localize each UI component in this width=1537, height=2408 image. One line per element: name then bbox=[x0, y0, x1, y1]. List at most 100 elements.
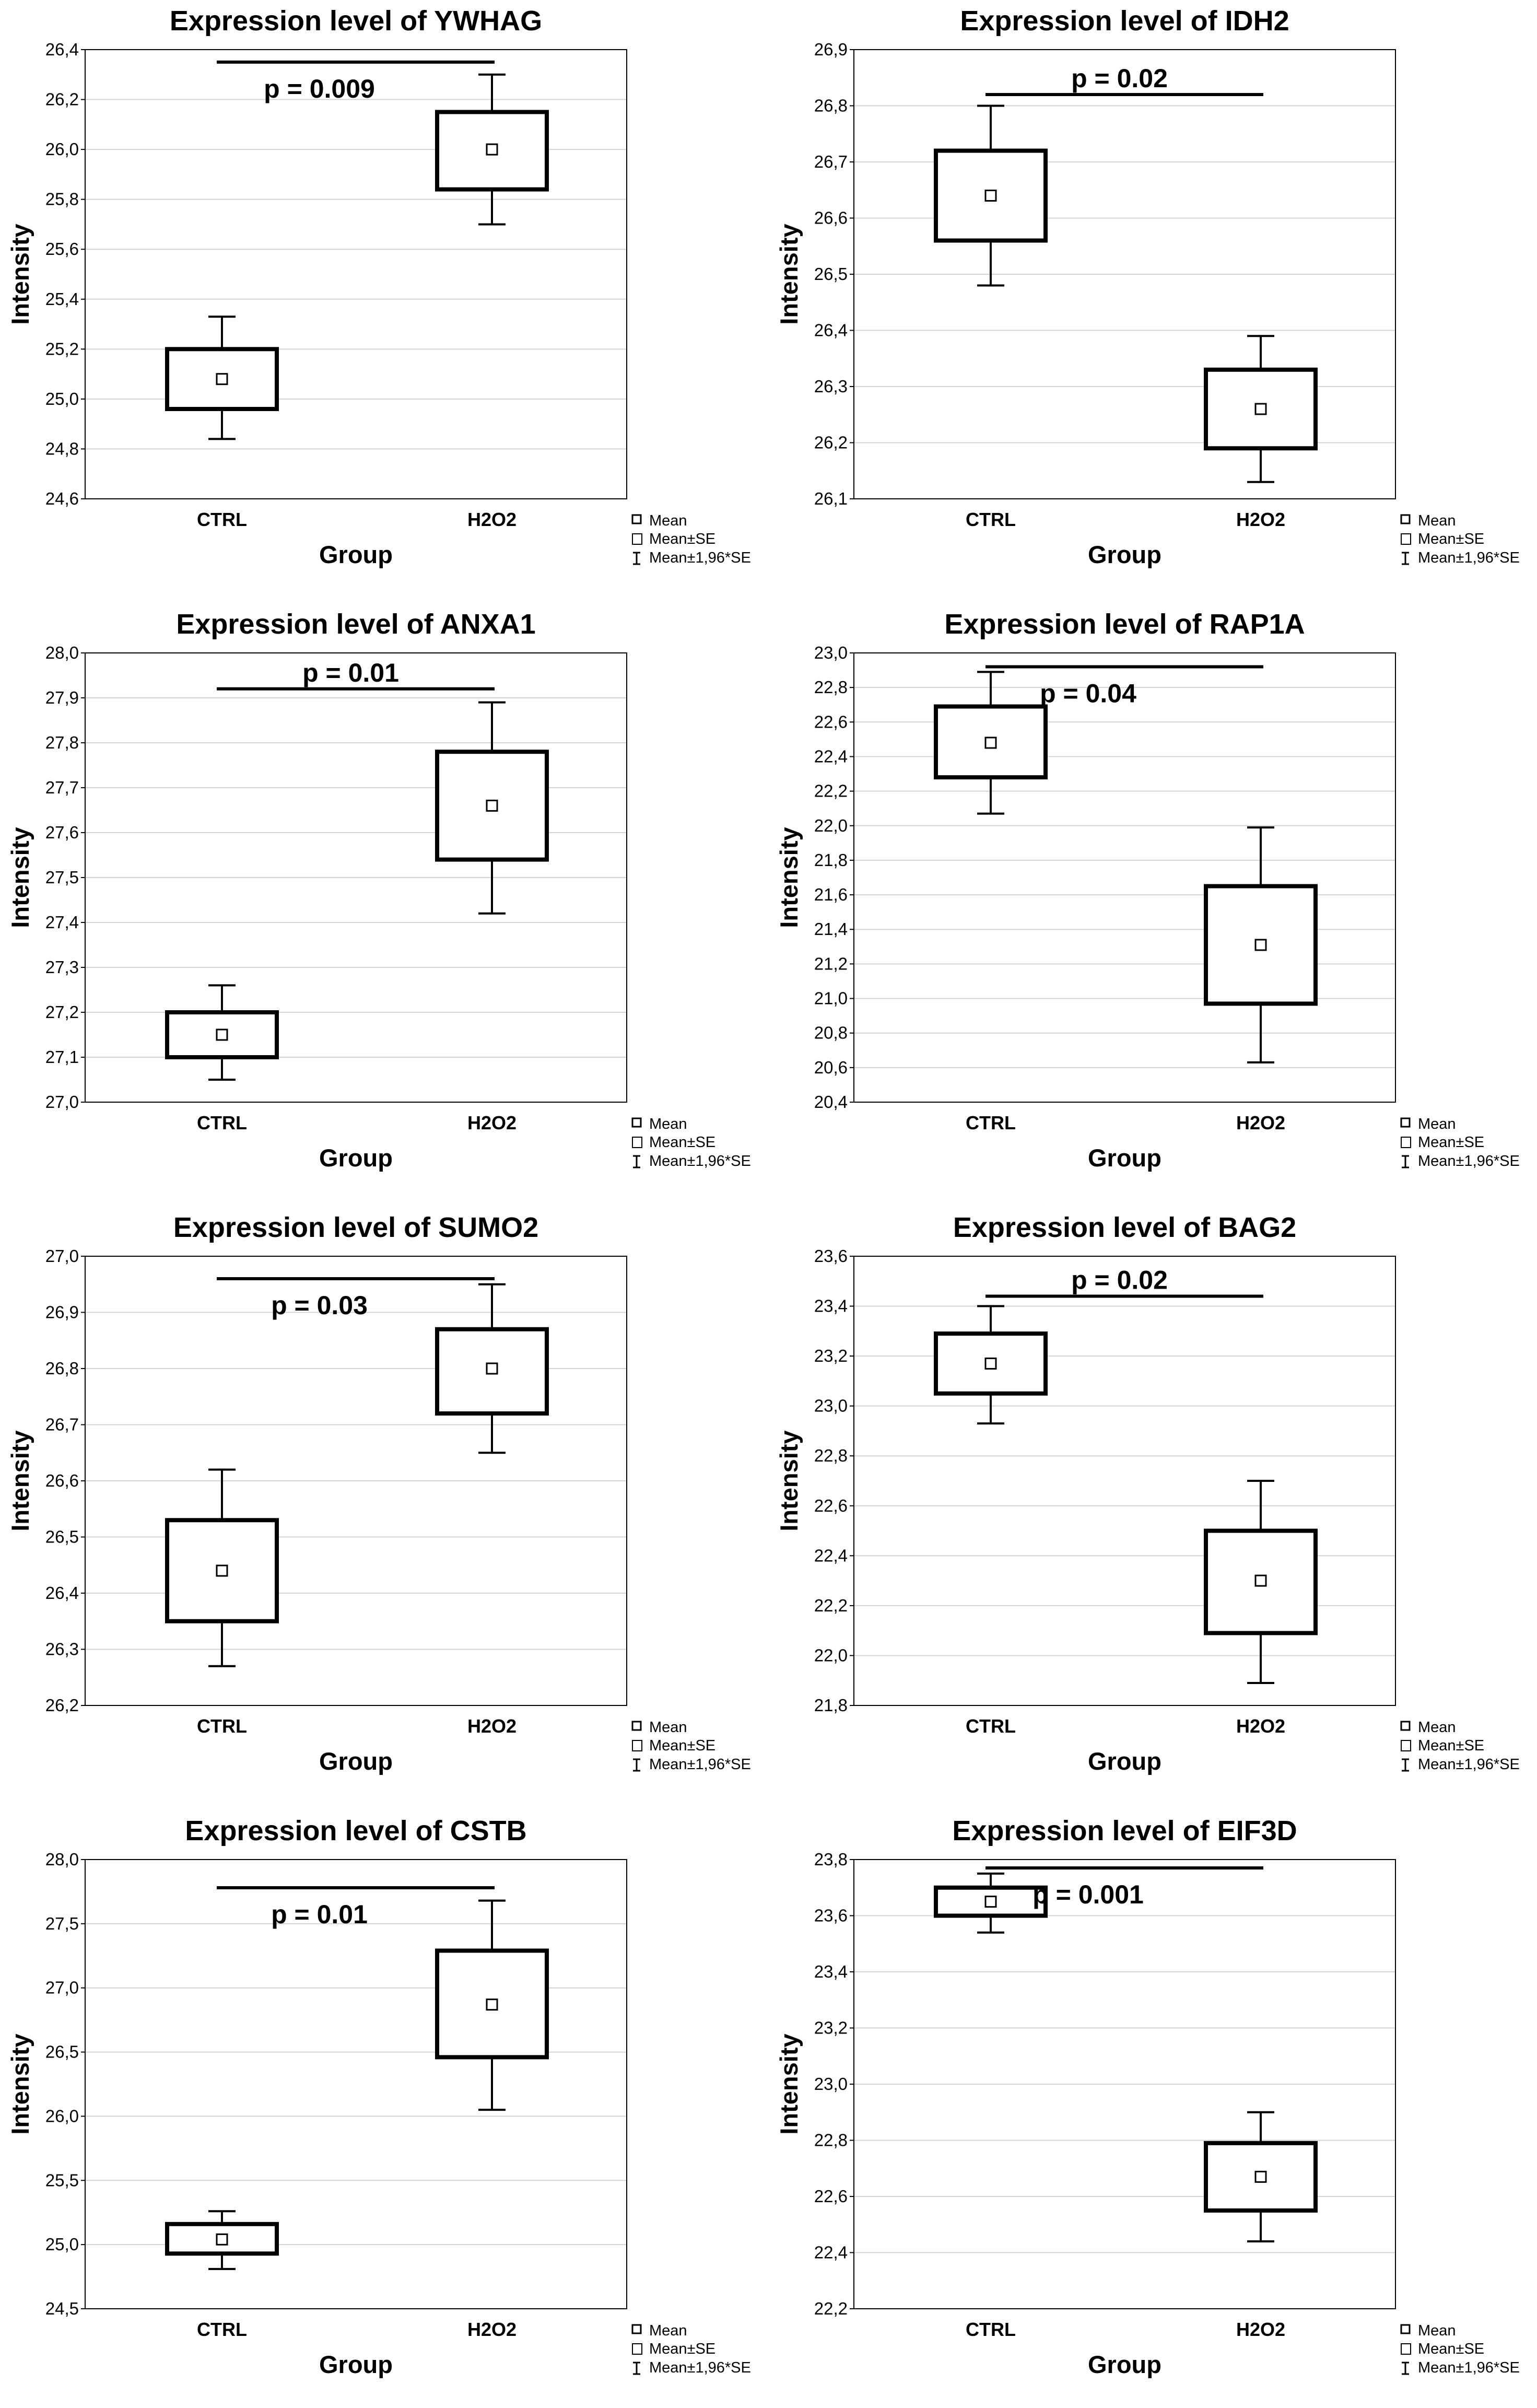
y-tick-label: 23,8 bbox=[814, 1850, 848, 1869]
y-tick-label: 27,0 bbox=[45, 1246, 79, 1266]
chart-title: Expression level of ANXA1 bbox=[176, 609, 535, 640]
y-tick-label: 21,8 bbox=[814, 850, 848, 870]
y-tick-label: 22,2 bbox=[814, 2299, 848, 2318]
x-axis-label: Group bbox=[1088, 2351, 1161, 2378]
mean-marker bbox=[984, 1896, 997, 1908]
chart-title: Expression level of CSTB bbox=[185, 1815, 526, 1846]
se-box bbox=[1204, 884, 1318, 1006]
legend-mean-label: Mean bbox=[1418, 2322, 1456, 2339]
legend-ci-label: Mean±1,96*SE bbox=[649, 2359, 751, 2376]
y-tick-label: 23,0 bbox=[814, 2074, 848, 2094]
y-tick-label: 23,2 bbox=[814, 1346, 848, 1365]
y-tick-label: 26,4 bbox=[45, 1583, 79, 1603]
y-tick-label: 21,6 bbox=[814, 885, 848, 904]
chart-title: Expression level of BAG2 bbox=[953, 1212, 1296, 1243]
y-tick-label: 20,4 bbox=[814, 1092, 848, 1112]
y-axis-label: Intensity bbox=[6, 224, 34, 324]
legend-se-marker bbox=[632, 1137, 642, 1148]
y-axis-label: Intensity bbox=[6, 1430, 34, 1531]
chart-svg: Expression level of BAG2 21,8 22,0 22,2 22,4… bbox=[775, 1212, 1520, 1775]
x-tick-label: CTRL bbox=[966, 2319, 1016, 2340]
p-value-label: p = 0.009 bbox=[264, 74, 375, 103]
legend-se-marker bbox=[632, 1740, 642, 1751]
y-tick-label: 21,0 bbox=[814, 989, 848, 1008]
p-value-label: p = 0.001 bbox=[1033, 1880, 1144, 1909]
plot-frame bbox=[85, 49, 627, 499]
y-tick-label: 22,8 bbox=[814, 677, 848, 697]
se-box bbox=[165, 2222, 279, 2256]
mean-marker bbox=[486, 1362, 498, 1375]
mean-marker bbox=[1254, 2170, 1267, 2183]
legend-se-label: Mean±SE bbox=[1418, 1737, 1484, 1754]
chart-title: Expression level of RAP1A bbox=[944, 609, 1305, 640]
y-tick-label: 26,8 bbox=[45, 1359, 79, 1378]
legend-se-marker bbox=[1401, 1740, 1411, 1751]
y-tick-label: 22,2 bbox=[814, 1596, 848, 1615]
x-axis-label: Group bbox=[319, 1747, 393, 1775]
y-tick-label: 23,4 bbox=[814, 1296, 848, 1316]
y-tick-label: 25,6 bbox=[45, 239, 79, 259]
panel-ywhag: Expression level of YWHAG 24,6 24,8 25,0 25,… bbox=[0, 0, 768, 598]
plot-frame bbox=[853, 1859, 1396, 2309]
panel-bag2: Expression level of BAG2 21,8 22,0 22,2 22,4… bbox=[769, 1207, 1537, 1805]
legend-mean-label: Mean bbox=[649, 1719, 687, 1736]
y-tick-label: 22,6 bbox=[814, 2187, 848, 2206]
legend-mean-marker bbox=[1400, 514, 1411, 524]
plot-frame bbox=[85, 1256, 627, 1706]
p-value-label: p = 0.04 bbox=[1040, 679, 1136, 708]
y-tick-label: 28,0 bbox=[45, 1850, 79, 1869]
x-tick-label: CTRL bbox=[197, 1715, 247, 1737]
legend-mean-marker bbox=[1400, 1721, 1411, 1731]
y-axis-label: Intensity bbox=[775, 2033, 803, 2134]
y-tick-label: 26,4 bbox=[45, 40, 79, 59]
legend-ci-label: Mean±1,96*SE bbox=[649, 1153, 751, 1170]
legend-mean-marker bbox=[631, 1721, 642, 1731]
chart-svg: Expression level of CSTB 24,5 25,0 25,5 26,0… bbox=[6, 1815, 751, 2378]
mean-marker bbox=[216, 1028, 228, 1041]
y-tick-label: 27,1 bbox=[45, 1047, 79, 1067]
y-tick-label: 25,8 bbox=[45, 190, 79, 209]
x-axis-label: Group bbox=[1088, 1747, 1161, 1775]
chart-title: Expression level of IDH2 bbox=[960, 5, 1289, 37]
mean-marker bbox=[984, 190, 997, 202]
y-tick-label: 26,7 bbox=[814, 152, 848, 171]
legend-ci-label: Mean±1,96*SE bbox=[1418, 1756, 1520, 1773]
x-axis-label: Group bbox=[319, 1144, 393, 1172]
y-tick-label: 22,8 bbox=[814, 1446, 848, 1465]
x-tick-label: CTRL bbox=[197, 1112, 247, 1133]
y-tick-label: 26,7 bbox=[45, 1415, 79, 1434]
y-tick-label: 23,0 bbox=[814, 1396, 848, 1416]
chart-title: Expression level of SUMO2 bbox=[173, 1212, 538, 1243]
y-tick-label: 26,6 bbox=[45, 1471, 79, 1490]
legend-se-marker bbox=[1401, 533, 1411, 545]
x-axis-label: Group bbox=[1088, 1144, 1161, 1172]
panel-rap1a: Expression level of RAP1A 20,4 20,6 20,8 21,… bbox=[769, 603, 1537, 1201]
mean-marker bbox=[1254, 1574, 1267, 1587]
mean-marker bbox=[486, 799, 498, 812]
x-tick-label: H2O2 bbox=[467, 1112, 517, 1133]
y-tick-label: 24,8 bbox=[45, 439, 79, 458]
y-tick-label: 20,8 bbox=[814, 1023, 848, 1043]
y-tick-label: 25,0 bbox=[45, 389, 79, 408]
p-value-label: p = 0.01 bbox=[302, 658, 399, 687]
y-tick-label: 22,2 bbox=[814, 781, 848, 801]
y-tick-label: 23,0 bbox=[814, 643, 848, 662]
chart-svg: Expression level of YWHAG 24,6 24,8 25,0 25,… bbox=[6, 5, 751, 568]
y-tick-label: 26,3 bbox=[814, 377, 848, 396]
legend-ci-label: Mean±1,96*SE bbox=[649, 1756, 751, 1773]
y-tick-label: 26,5 bbox=[45, 1527, 79, 1547]
y-axis-label: Intensity bbox=[6, 2033, 34, 2134]
y-tick-label: 26,9 bbox=[814, 40, 848, 59]
y-axis-label: Intensity bbox=[775, 224, 803, 324]
plot-frame bbox=[853, 652, 1396, 1103]
legend-ci-label: Mean±1,96*SE bbox=[1418, 550, 1520, 566]
y-tick-label: 27,8 bbox=[45, 733, 79, 752]
x-tick-label: H2O2 bbox=[467, 2319, 517, 2340]
p-value-label: p = 0.01 bbox=[271, 1900, 368, 1929]
legend-se-label: Mean±SE bbox=[649, 531, 715, 547]
